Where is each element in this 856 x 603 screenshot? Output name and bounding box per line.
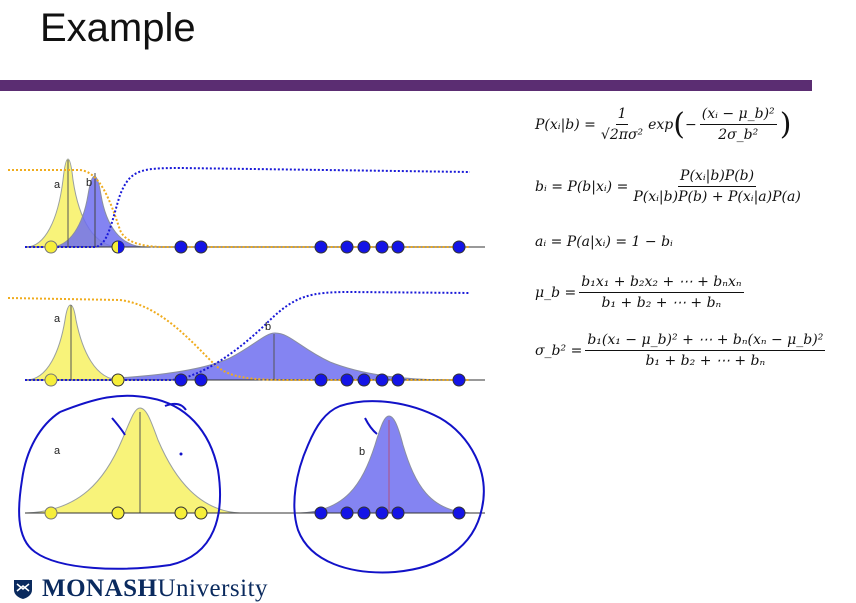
ink-dot (179, 452, 183, 456)
row3: a b (18, 394, 485, 574)
eq3-text: aᵢ = P(a|xᵢ) = 1 − bᵢ (535, 234, 673, 250)
eq5-num: b₁(x₁ − μ_b)² + ⋯ + bₙ(xₙ − μ_b)² (585, 332, 826, 351)
eq4-num: b₁x₁ + b₂x₂ + ⋯ + bₙxₙ (579, 274, 744, 293)
data-point (391, 373, 405, 387)
equation-variance-b: σ_b² = b₁(x₁ − μ_b)² + ⋯ + bₙ(xₙ − μ_b)²… (535, 332, 828, 369)
data-point (452, 506, 466, 520)
equation-posterior-b: bᵢ = P(b|xᵢ) = P(xᵢ|b)P(b) P(xᵢ|b)P(b) +… (535, 168, 806, 205)
em-figure: a b a b (7, 158, 485, 574)
eq5-frac: b₁(x₁ − μ_b)² + ⋯ + bₙ(xₙ − μ_b)² b₁ + b… (585, 332, 826, 369)
row3-curve-a-fill (25, 407, 241, 514)
equation-posterior-a: aᵢ = P(a|xᵢ) = 1 − bᵢ (535, 234, 673, 250)
data-point (44, 506, 58, 520)
data-point (452, 373, 466, 387)
eq1-num: 1 (615, 106, 629, 125)
row2: a b (7, 290, 485, 387)
data-point (174, 506, 188, 520)
eq1-frac: 1 √2πσ² (599, 106, 645, 143)
row3-curve-b-fill (299, 415, 471, 514)
data-point (375, 240, 389, 254)
equation-mean-b: μ_b = b₁x₁ + b₂x₂ + ⋯ + bₙxₙ b₁ + b₂ + ⋯… (535, 274, 747, 311)
data-point (44, 240, 58, 254)
data-point (340, 240, 354, 254)
row2-resp-a (7, 297, 470, 381)
data-point (314, 240, 328, 254)
data-point (391, 240, 405, 254)
data-point (452, 240, 466, 254)
ink-stroke-a1 (111, 417, 126, 436)
eq2-num: P(xᵢ|b)P(b) (678, 168, 757, 187)
eq4-den: b₁ + b₂ + ⋯ + bₙ (601, 295, 722, 311)
data-point (194, 373, 208, 387)
row3-points (44, 506, 466, 520)
data-point (194, 240, 208, 254)
title-bar-rect (0, 80, 812, 91)
row2-curve-a-fill (25, 304, 121, 381)
data-point (314, 506, 328, 520)
data-point (174, 240, 188, 254)
eq1-minus: − (685, 116, 697, 133)
row2-points (44, 373, 466, 387)
data-point (44, 373, 58, 387)
equation-gaussian-likelihood: P(xᵢ|b) = 1 √2πσ² exp ( − (xᵢ − μ_b)² 2σ… (535, 106, 791, 143)
eq5-den: b₁ + b₂ + ⋯ + bₙ (645, 353, 766, 369)
row1: a b (8, 158, 485, 254)
eq1-inner-den: 2σ_b² (718, 127, 759, 143)
eq1-den: √2πσ² (600, 127, 644, 143)
data-point (194, 506, 208, 520)
ink-loop-cluster-b (293, 400, 485, 574)
eq4-lhs: μ_b = (535, 284, 577, 301)
row3-label-a: a (54, 445, 61, 457)
brand-bold: MONASH (42, 575, 158, 602)
eq1-paren-open: ( (673, 106, 685, 142)
eq1-lhs: P(xᵢ|b) = (535, 116, 596, 133)
data-point (357, 373, 371, 387)
eq1-exp: exp (648, 116, 674, 133)
row3-label-b: b (359, 446, 365, 458)
data-point (357, 506, 371, 520)
eq1-inner-frac: (xᵢ − μ_b)² 2σ_b² (699, 106, 777, 143)
eq2-frac: P(xᵢ|b)P(b) P(xᵢ|b)P(b) + P(xᵢ|a)P(a) (631, 168, 802, 205)
data-point (111, 506, 125, 520)
footer-wordmark: MONASHUniversity (42, 575, 268, 603)
row1-label-b: b (86, 177, 92, 189)
row2-label-b: b (265, 321, 271, 333)
row1-resp-b (25, 166, 471, 248)
data-point (375, 373, 389, 387)
eq1-paren-close: ) (779, 106, 792, 142)
monash-shield-icon (14, 580, 32, 599)
eq5-lhs: σ_b² = (535, 342, 583, 359)
data-point (340, 373, 354, 387)
brand-light: University (157, 575, 269, 602)
ink-loop-cluster-a (18, 394, 221, 570)
eq4-frac: b₁x₁ + b₂x₂ + ⋯ + bₙxₙ b₁ + b₂ + ⋯ + bₙ (579, 274, 744, 311)
ink-stroke-a2 (164, 402, 187, 411)
data-point-half (118, 241, 124, 253)
slide-title: Example (40, 6, 196, 50)
eq2-lhs: bᵢ = P(b|xᵢ) = (535, 178, 629, 195)
footer-brand: MONASHUniversity (12, 575, 268, 603)
data-point (174, 373, 188, 387)
row2-resp-b (25, 290, 471, 381)
data-point (111, 373, 125, 387)
title-bar (0, 80, 812, 91)
eq1-inner-num: (xᵢ − μ_b)² (699, 106, 777, 125)
row1-label-a: a (54, 179, 61, 191)
data-point (391, 506, 405, 520)
ink-stroke-b1 (364, 417, 378, 435)
row2-label-a: a (54, 313, 61, 325)
data-point (375, 506, 389, 520)
data-point (314, 373, 328, 387)
data-point (340, 506, 354, 520)
eq2-den: P(xᵢ|b)P(b) + P(xᵢ|a)P(a) (633, 189, 801, 205)
row1-points (44, 240, 466, 254)
data-point (357, 240, 371, 254)
